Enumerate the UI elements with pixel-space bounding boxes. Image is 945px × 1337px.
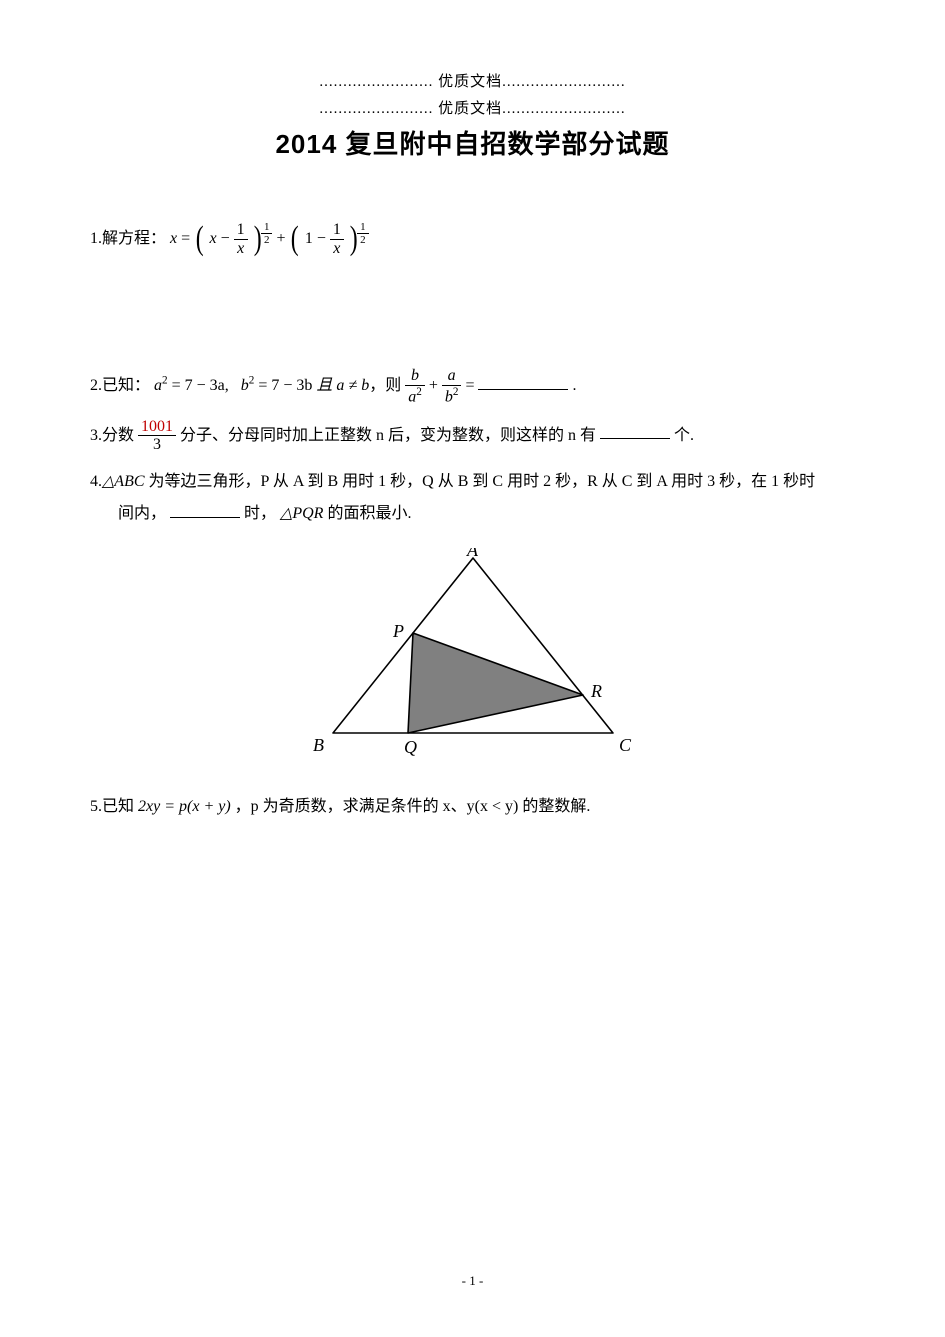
problem-2: 2.已知： a2 = 7 − 3a, b2 = 7 − 3b 且 a ≠ b，则…: [90, 367, 855, 406]
problem-4-label: 4.: [90, 473, 102, 490]
header-line-2: ........................ 优质文档...........…: [90, 97, 855, 118]
svg-text:R: R: [590, 681, 602, 701]
p1-frac1-bot: x: [234, 240, 248, 258]
svg-text:P: P: [392, 621, 404, 641]
p1-frac1-top: 1: [234, 221, 248, 240]
p2-blank: [478, 373, 568, 390]
problem-5-label: 5.已知: [90, 798, 134, 815]
p4-text2b: 时，: [244, 505, 276, 522]
p2-equals: =: [465, 377, 474, 394]
p1-exp1-top: 1: [261, 221, 273, 234]
p4-tri: △ABC: [102, 473, 145, 490]
p4-line2: 间内， 时， △PQR 的面积最小.: [90, 498, 855, 530]
p5-eq: 2xy = p(x + y): [138, 798, 231, 815]
p3-frac-bot: 3: [138, 436, 176, 454]
p4-tri2: △PQR: [280, 505, 323, 522]
problem-3: 3.分数 1001 3 分子、分母同时加上正整数 n 后，变为整数，则这样的 n…: [90, 418, 855, 454]
problem-5: 5.已知 2xy = p(x + y) ，p 为奇质数，求满足条件的 x、y(x…: [90, 791, 855, 823]
p1-exp2-bot: 2: [357, 234, 369, 246]
p1-equals: =: [181, 230, 194, 247]
p3-frac-top-val: 1001: [141, 418, 173, 435]
p1-frac2-top: 1: [330, 221, 344, 240]
figure-triangle: A B C P Q R: [90, 548, 855, 763]
header-line-1: ........................ 优质文档...........…: [90, 70, 855, 91]
p1-exp1-bot: 2: [261, 234, 273, 246]
p1-exp2: 12: [357, 221, 369, 246]
p2-then: ，则: [369, 377, 401, 394]
p1-frac2-bot: x: [330, 240, 344, 258]
p4-blank: [170, 501, 240, 518]
p1-lhs: x: [170, 230, 177, 247]
problem-4: 4.△ABC 为等边三角形，P 从 A 到 B 用时 1 秒，Q 从 B 到 C…: [90, 466, 855, 530]
p1-term2-a: 1: [305, 230, 313, 247]
p1-minus1: −: [221, 230, 234, 247]
page-title: 2014 复旦附中自招数学部分试题: [90, 124, 855, 161]
p1-term1-a: x: [209, 230, 216, 247]
p2-plus: +: [429, 377, 438, 394]
problem-1: 1.解方程： x = ( x − 1 x )12 + ( 1 − 1 x )12: [90, 221, 855, 257]
p2-period: .: [572, 377, 576, 394]
svg-text:Q: Q: [404, 737, 417, 757]
p1-plus: +: [276, 230, 289, 247]
p3-blank: [600, 422, 670, 439]
p2-b: b: [241, 377, 249, 394]
p4-text1: 为等边三角形，P 从 A 到 B 用时 1 秒，Q 从 B 到 C 用时 2 秒…: [149, 473, 816, 490]
svg-text:C: C: [619, 735, 632, 755]
page-number: - 1 -: [0, 1273, 945, 1289]
p4-text2c: 的面积最小.: [327, 505, 411, 522]
p2-frac2-bot: b2: [442, 386, 462, 406]
p1-minus2: −: [317, 230, 330, 247]
p1-frac1: 1 x: [234, 221, 248, 257]
p1-exp2-top: 1: [357, 221, 369, 234]
problem-1-label: 1.解方程：: [90, 230, 166, 247]
p5-rest: ，p 为奇质数，求满足条件的 x、y(x < y) 的整数解.: [235, 798, 591, 815]
p2-frac1-bot: a2: [405, 386, 425, 406]
p2-frac2: a b2: [442, 367, 462, 406]
p3-frac: 1001 3: [138, 418, 176, 454]
svg-text:B: B: [313, 735, 324, 755]
p3-frac-top: 1001: [138, 418, 176, 437]
svg-text:A: A: [466, 548, 479, 560]
p2-frac1-top: b: [405, 367, 425, 386]
problem-3-label: 3.分数: [90, 426, 134, 443]
p3-text1: 分子、分母同时加上正整数 n 后，变为整数，则这样的 n 有: [180, 426, 596, 443]
p2-b-sq: 2: [249, 375, 255, 387]
p2-frac2-top: a: [442, 367, 462, 386]
p3-text2: 个.: [674, 426, 694, 443]
problem-1-equation: x = ( x − 1 x )12 + ( 1 − 1 x )12: [170, 221, 369, 257]
p2-a: a: [154, 377, 162, 394]
triangle-svg: A B C P Q R: [298, 548, 648, 758]
p1-frac2: 1 x: [330, 221, 344, 257]
p2-eq2-rhs: = 7 − 3b: [258, 377, 312, 394]
p2-frac2-bot-var: b: [445, 388, 453, 405]
p2-eq1-rhs: = 7 − 3a,: [172, 377, 229, 394]
p2-a-sq: 2: [162, 375, 168, 387]
problem-2-label: 2.已知：: [90, 377, 150, 394]
p1-exp1: 12: [261, 221, 273, 246]
p2-cond: 且 a ≠ b: [316, 377, 369, 394]
p4-text2a: 间内，: [118, 505, 166, 522]
page: ........................ 优质文档...........…: [0, 0, 945, 1337]
p2-frac1: b a2: [405, 367, 425, 406]
